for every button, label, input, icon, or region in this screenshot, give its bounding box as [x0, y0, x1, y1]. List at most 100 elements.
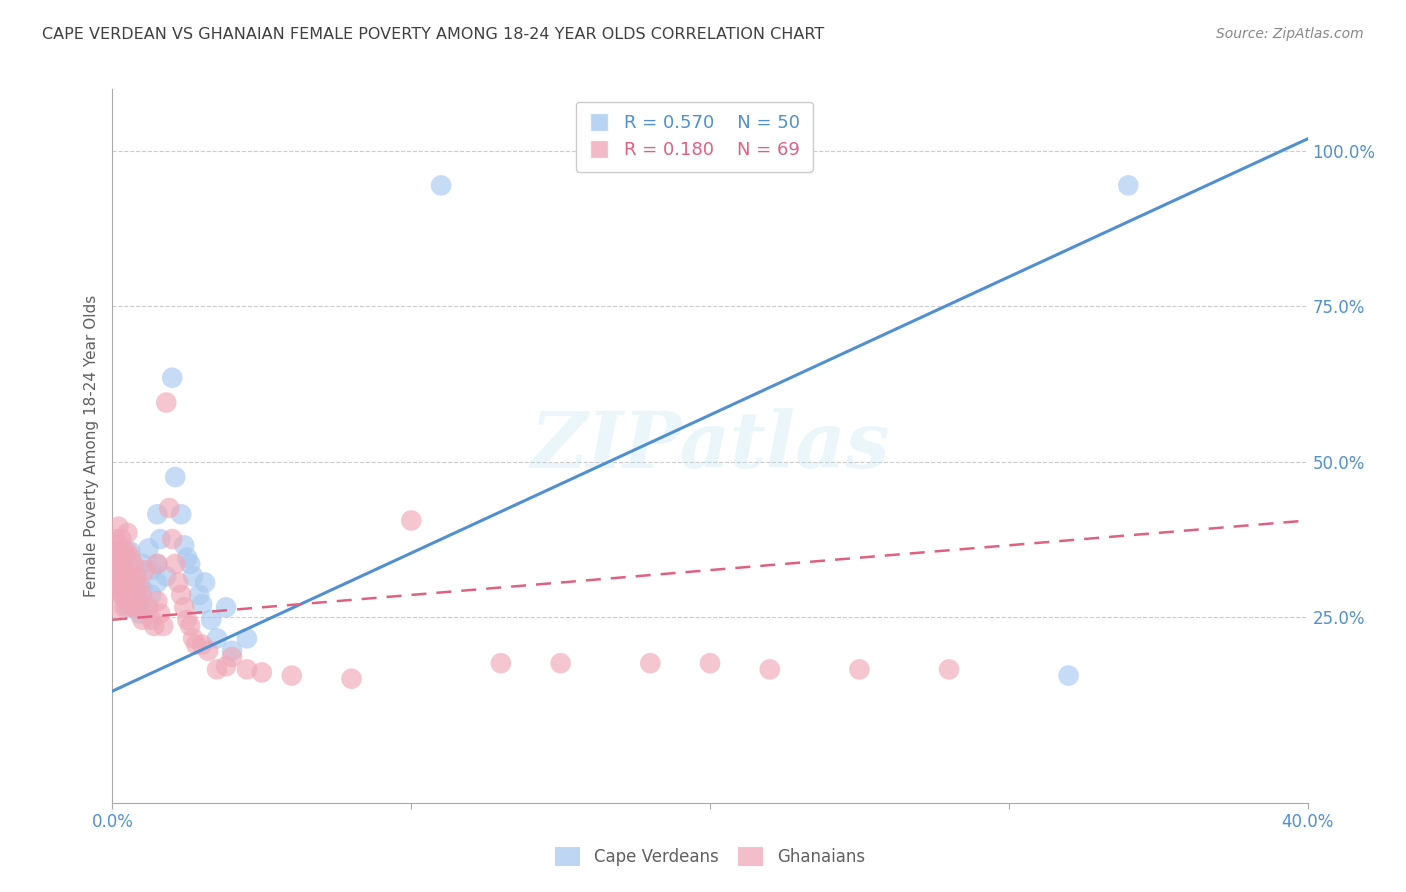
Point: [114, 582, 135, 596]
Point: [205, 632, 228, 646]
Text: CAPE VERDEAN VS GHANAIAN FEMALE POVERTY AMONG 18-24 YEAR OLDS CORRELATION CHART: CAPE VERDEAN VS GHANAIAN FEMALE POVERTY …: [42, 27, 824, 42]
Point: [104, 582, 127, 596]
Point: [110, 550, 132, 565]
Point: [110, 582, 132, 596]
Point: [110, 550, 132, 565]
Point: [155, 395, 177, 409]
Point: [191, 597, 214, 611]
Point: [120, 544, 142, 558]
Point: [125, 588, 148, 602]
Point: [699, 656, 721, 670]
Point: [221, 644, 243, 658]
Point: [200, 613, 222, 627]
Point: [117, 569, 139, 583]
Point: [114, 591, 135, 605]
Point: [146, 557, 169, 571]
Point: [104, 566, 127, 581]
Point: [107, 519, 129, 533]
Y-axis label: Female Poverty Among 18-24 Year Olds: Female Poverty Among 18-24 Year Olds: [83, 295, 98, 597]
Point: [117, 544, 139, 558]
Point: [120, 550, 142, 565]
Point: [155, 569, 177, 583]
Point: [122, 557, 145, 571]
Point: [110, 588, 132, 602]
Point: [131, 588, 153, 602]
Point: [176, 550, 198, 565]
Point: [938, 662, 960, 676]
Point: [236, 632, 259, 646]
Point: [173, 600, 195, 615]
Point: [104, 550, 127, 565]
Point: [128, 579, 150, 593]
Point: [179, 557, 201, 571]
Point: [179, 619, 201, 633]
Legend: Cape Verdeans, Ghanaians: Cape Verdeans, Ghanaians: [548, 840, 872, 873]
Point: [1057, 668, 1080, 682]
Point: [141, 613, 163, 627]
Point: [107, 600, 129, 615]
Point: [141, 563, 163, 577]
Point: [401, 513, 423, 527]
Point: [114, 560, 135, 574]
Point: [162, 532, 183, 546]
Point: [120, 597, 142, 611]
Point: [107, 557, 129, 571]
Point: [107, 573, 129, 587]
Point: [104, 544, 127, 558]
Point: [170, 508, 193, 522]
Point: [215, 600, 238, 615]
Point: [128, 600, 150, 615]
Point: [149, 607, 172, 621]
Text: Source: ZipAtlas.com: Source: ZipAtlas.com: [1216, 27, 1364, 41]
Point: [167, 575, 190, 590]
Point: [146, 557, 169, 571]
Point: [104, 532, 127, 546]
Point: [122, 594, 145, 608]
Point: [146, 575, 169, 590]
Point: [114, 544, 135, 558]
Point: [236, 662, 259, 676]
Point: [1118, 178, 1140, 193]
Point: [181, 569, 204, 583]
Point: [107, 582, 129, 596]
Point: [176, 613, 198, 627]
Point: [117, 594, 139, 608]
Point: [131, 600, 153, 615]
Point: [489, 656, 512, 670]
Point: [114, 600, 135, 615]
Point: [162, 370, 183, 384]
Point: [125, 579, 148, 593]
Point: [165, 470, 187, 484]
Point: [117, 600, 139, 615]
Point: [188, 588, 211, 602]
Point: [110, 532, 132, 546]
Point: [430, 178, 453, 193]
Point: [131, 613, 153, 627]
Point: [149, 532, 172, 546]
Point: [638, 656, 662, 670]
Point: [117, 525, 139, 540]
Point: [104, 569, 127, 583]
Point: [194, 575, 217, 590]
Point: [134, 563, 156, 577]
Point: [114, 563, 135, 577]
Point: [152, 619, 174, 633]
Point: [110, 569, 132, 583]
Point: [173, 538, 195, 552]
Point: [141, 588, 163, 602]
Point: [120, 569, 142, 583]
Point: [114, 575, 135, 590]
Point: [197, 644, 219, 658]
Point: [128, 607, 150, 621]
Point: [146, 594, 169, 608]
Point: [120, 588, 142, 602]
Point: [107, 538, 129, 552]
Text: ZIPatlas: ZIPatlas: [530, 408, 890, 484]
Point: [143, 619, 166, 633]
Point: [138, 541, 160, 556]
Point: [107, 554, 129, 568]
Point: [215, 659, 238, 673]
Point: [250, 665, 273, 680]
Point: [131, 557, 153, 571]
Point: [120, 566, 142, 581]
